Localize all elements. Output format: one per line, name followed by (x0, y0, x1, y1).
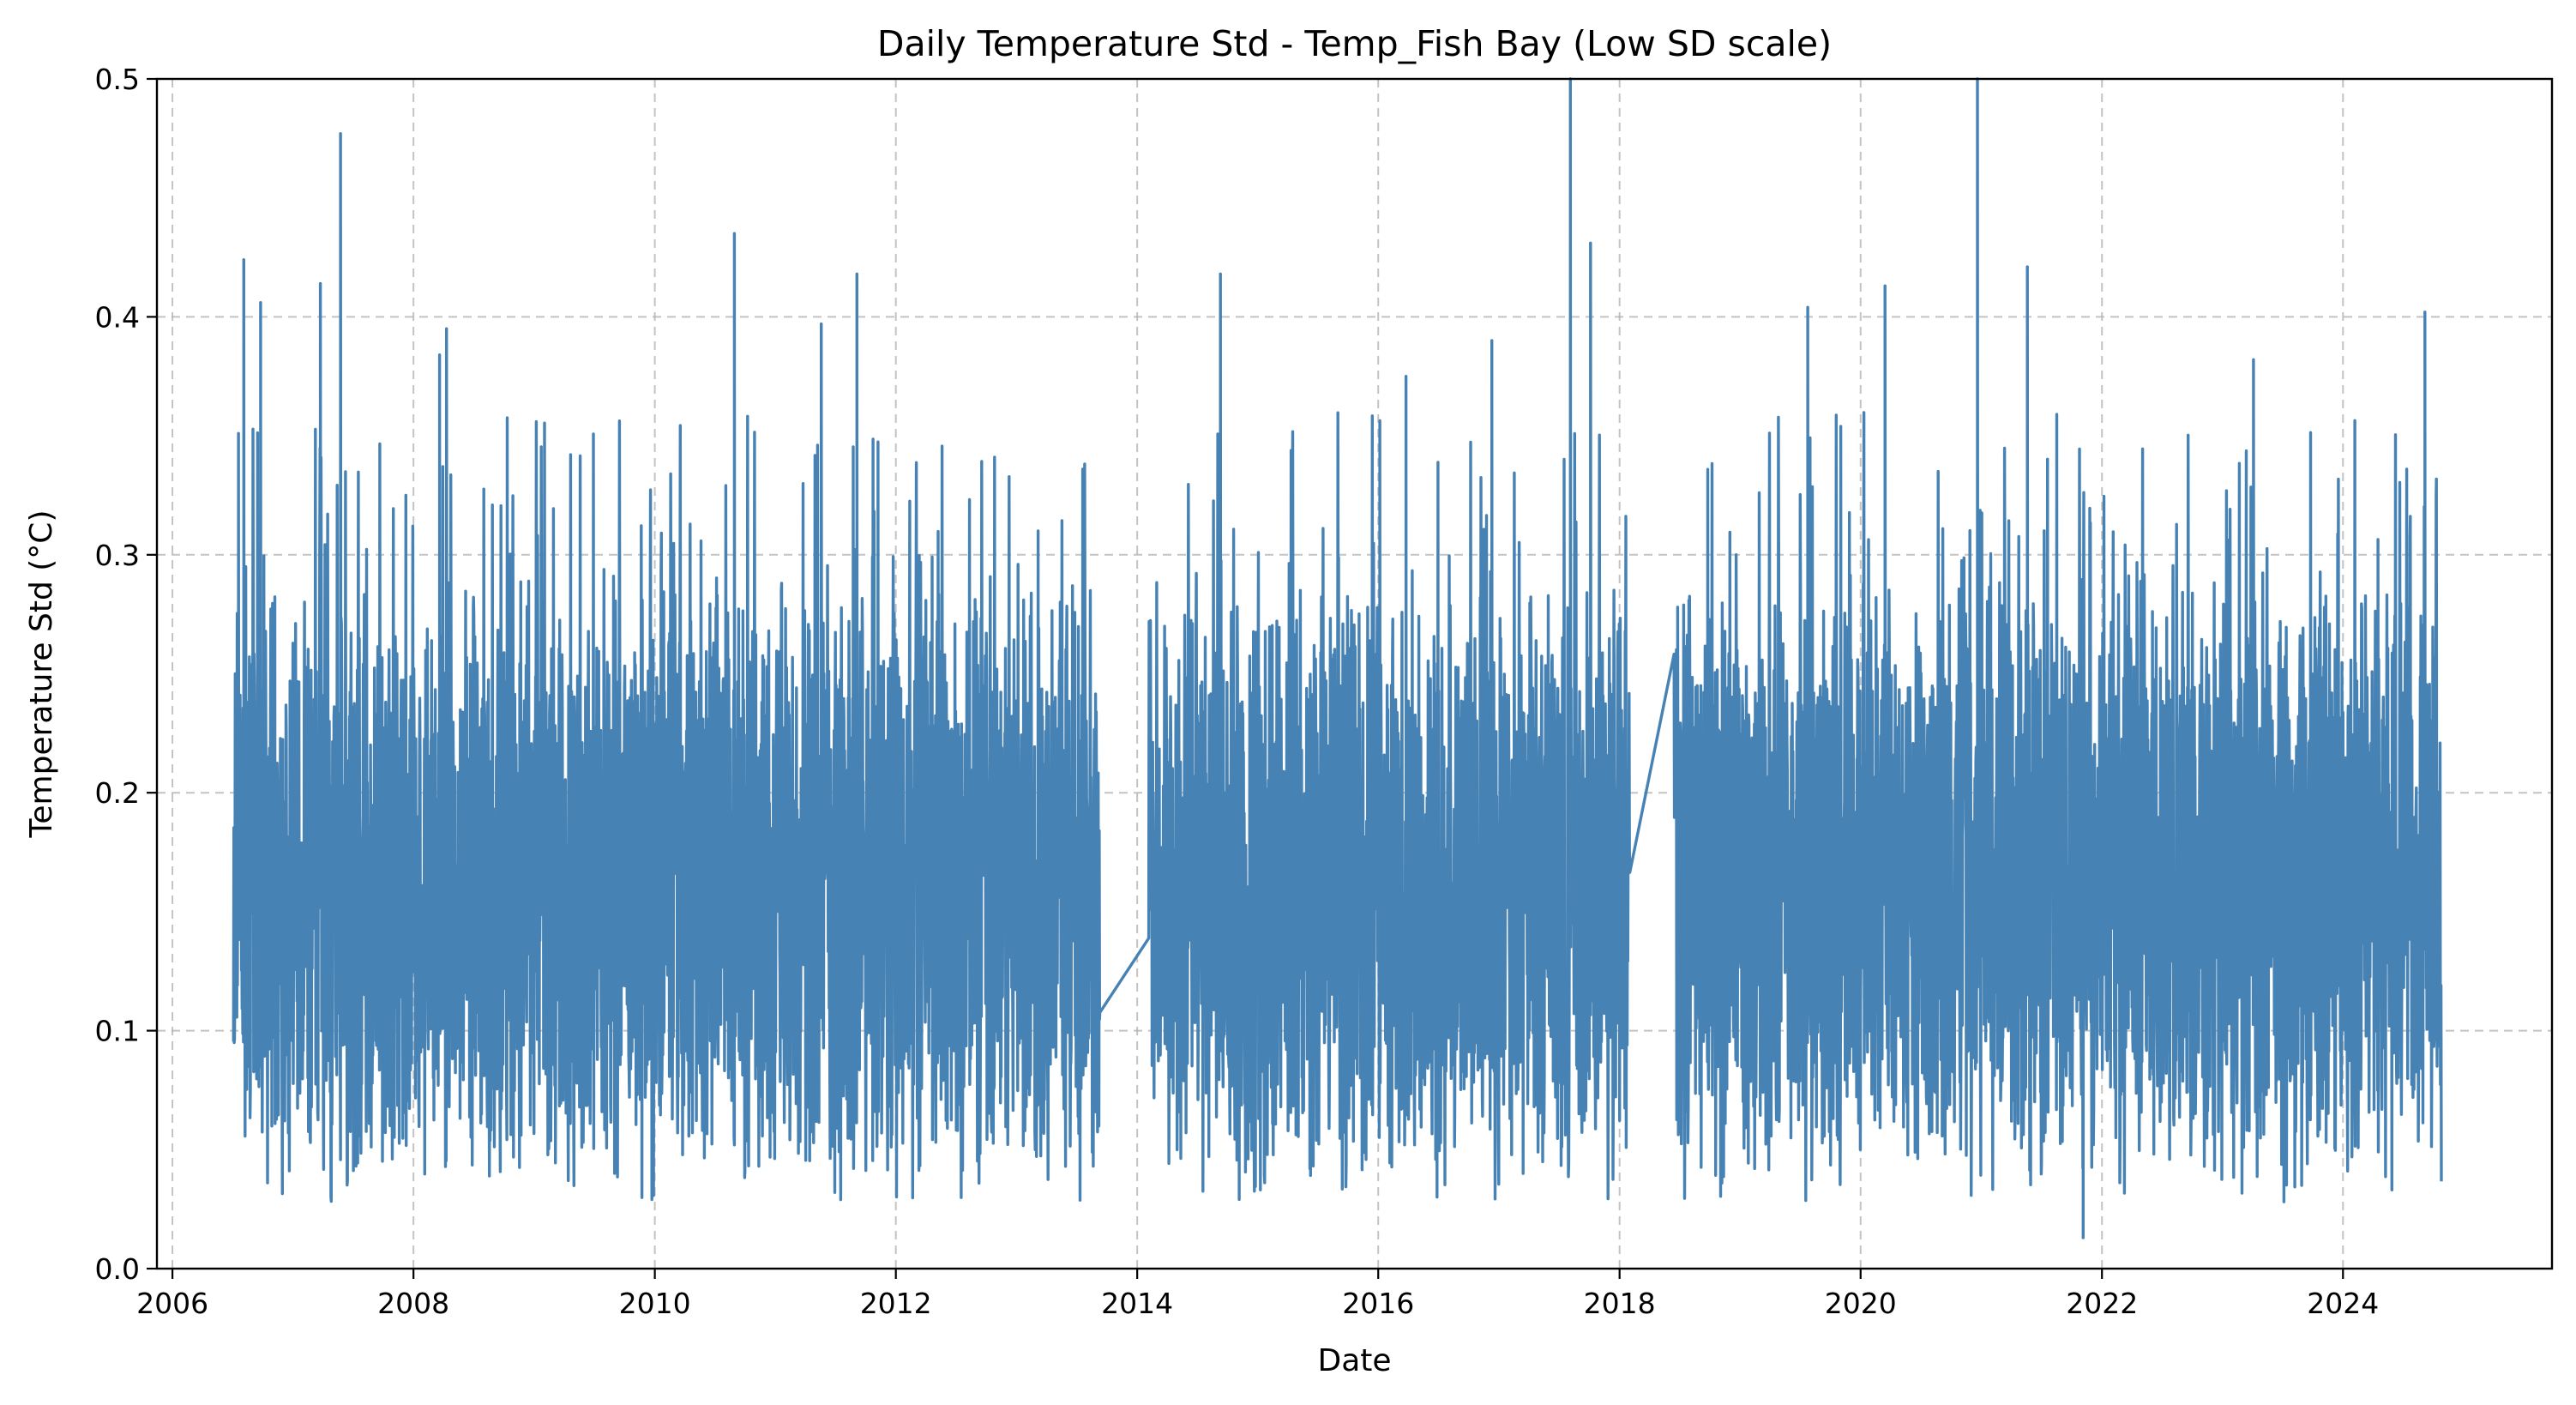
chart-title: Daily Temperature Std - Temp_Fish Bay (L… (877, 23, 1832, 64)
data-point (1806, 305, 1809, 309)
plot-frame (155, 77, 2554, 1270)
x-tick-label: 2016 (1342, 1287, 1414, 1320)
data-point (732, 232, 737, 235)
x-tick-label: 2020 (1825, 1287, 1897, 1320)
x-tick-label: 2012 (860, 1287, 932, 1320)
y-tick-label: 0.2 (95, 776, 140, 810)
x-tick-label: 2024 (2307, 1287, 2379, 1320)
data-point (259, 301, 262, 305)
data-point (445, 327, 448, 330)
data-point (1589, 241, 1592, 245)
data-point (318, 281, 322, 286)
data-point (237, 431, 240, 435)
series-line (232, 77, 2443, 1239)
y-tick-label: 0.4 (95, 300, 140, 334)
x-tick-label: 2018 (1584, 1287, 1656, 1320)
y-axis-label: Temperature Std (°C) (24, 510, 59, 839)
y-tick-label: 0.1 (95, 1015, 140, 1048)
data-point (1490, 339, 1494, 342)
x-tick-label: 2014 (1101, 1287, 1173, 1320)
x-axis-label: Date (1317, 1343, 1391, 1378)
data-point (339, 132, 342, 136)
y-tick-label: 0.3 (95, 539, 140, 572)
data-point (242, 258, 245, 262)
data-point (820, 323, 823, 326)
x-tick-label: 2010 (619, 1287, 691, 1320)
data-point (2423, 311, 2427, 314)
x-tick-label: 2006 (136, 1287, 208, 1320)
x-tick-label: 2022 (2066, 1287, 2138, 1320)
axis-layer: 0.0 0.1 0.2 0.3 0.4 0.5 2006 2008 2010 2012 2014 20… (95, 63, 2380, 1320)
data-point (1404, 375, 1408, 378)
data-point (2025, 265, 2029, 268)
x-tick-label: 2008 (377, 1287, 449, 1320)
data-point (855, 272, 858, 276)
y-tick-label: 0.0 (95, 1252, 140, 1286)
data-point (2252, 358, 2255, 361)
data-point (2081, 1236, 2085, 1239)
data-point (1883, 284, 1887, 287)
data-point (1081, 467, 1085, 471)
data-point (437, 353, 442, 357)
y-tick-label: 0.5 (95, 63, 140, 96)
data-point (1219, 272, 1222, 276)
